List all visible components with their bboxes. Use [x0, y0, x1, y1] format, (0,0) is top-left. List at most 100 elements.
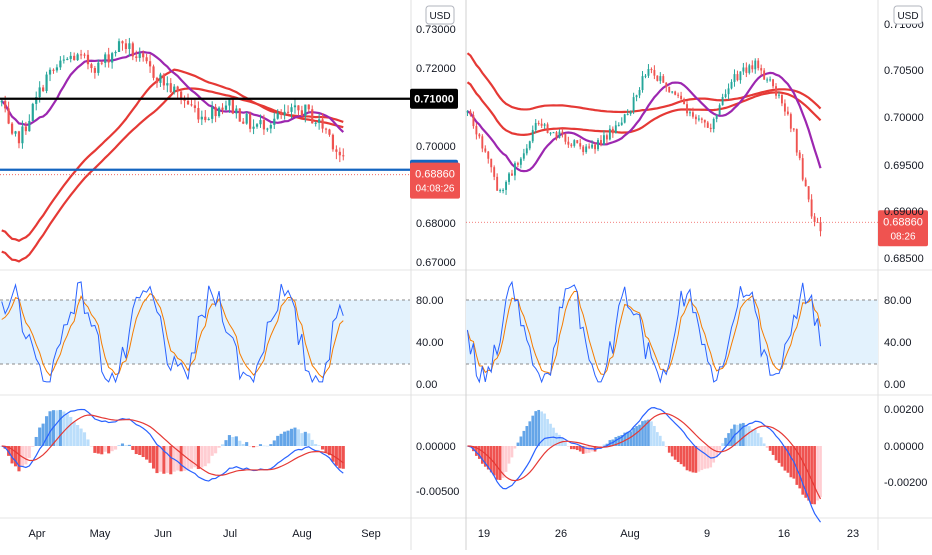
currency-badge[interactable] [893, 5, 923, 25]
macd-histogram-bar [543, 413, 546, 446]
macd-histogram-bar [718, 446, 721, 451]
macd-histogram-bar [76, 425, 80, 446]
candle-body [145, 57, 148, 62]
time-tick-label: 23 [847, 528, 859, 540]
macd-histogram-bar [519, 436, 523, 446]
candle-body [552, 132, 555, 134]
last-price-tag[interactable] [878, 210, 928, 247]
candle-body [694, 116, 697, 120]
candle-body [600, 140, 602, 145]
candle-body [798, 152, 801, 159]
macd-histogram-bar [114, 446, 118, 450]
macd-histogram-bar [605, 443, 609, 446]
candle-body [514, 163, 516, 176]
macd-histogram-bar [537, 409, 541, 446]
candle-body [7, 108, 10, 124]
candle-body [769, 79, 772, 81]
candle-body [0, 100, 3, 103]
candle-body [603, 135, 605, 145]
price-tick-label: 0.73000 [416, 24, 456, 36]
macd-histogram-bar [522, 430, 526, 446]
macd-histogram-bar [134, 446, 138, 455]
macd-histogram-bar [730, 428, 733, 446]
macd-tick-label: -0.00500 [416, 486, 459, 498]
candle-body [79, 54, 83, 56]
candle-body [231, 99, 234, 114]
candle-body [180, 91, 183, 100]
macd-histogram-bar [210, 446, 214, 456]
candle-body [519, 158, 522, 165]
macd-signal-line [1, 414, 344, 476]
candle-body [795, 129, 798, 153]
macd-histogram-bar [620, 435, 624, 446]
macd-histogram-bar [706, 446, 710, 469]
stochastic-k-line [1, 281, 344, 384]
horizontal-level-layer[interactable]: 0.710000.690000.6886004:08:260.6886008:2… [0, 88, 928, 247]
macd-histogram-bar [238, 440, 242, 446]
macd-histogram-bar [262, 445, 266, 447]
macd-histogram-bar [317, 445, 321, 446]
candle-body [686, 104, 688, 114]
candle-body [781, 94, 783, 104]
candle-body [48, 69, 52, 75]
candle-body [605, 135, 608, 140]
candle-body [107, 54, 110, 63]
candle-body [38, 87, 41, 98]
macd-histogram-bar [331, 446, 335, 462]
candle-body [121, 41, 124, 44]
candle-body [570, 144, 573, 146]
last-price-value: 0.68860 [883, 216, 923, 228]
macd-histogram-bar [334, 446, 338, 466]
macd-histogram-bar [189, 446, 194, 469]
macd-histogram-bar [100, 446, 104, 455]
candle-body [148, 61, 152, 67]
macd-histogram-bar [176, 446, 180, 471]
macd-histogram-bar [632, 427, 635, 446]
macd-histogram-bar [564, 442, 567, 446]
candle-body [778, 94, 780, 96]
candle-body [534, 122, 537, 130]
macd-histogram-bar [321, 446, 325, 450]
macd-histogram-bar [141, 446, 145, 458]
macd-histogram-bar [183, 446, 187, 471]
candle-body [66, 58, 69, 60]
macd-histogram-bar [567, 446, 570, 447]
candle-body [665, 82, 668, 87]
macd-histogram-bar [96, 446, 100, 454]
stochastic-tick-label: 40.00 [416, 337, 444, 349]
macd-histogram-bar [276, 435, 280, 446]
stochastic-tick-label: 40.00 [884, 337, 912, 349]
candle-body [197, 108, 200, 120]
macd-histogram-bar [148, 446, 152, 463]
macd-histogram-bar [41, 423, 45, 446]
macd-histogram-bar [220, 444, 225, 446]
macd-histogram-bar [65, 414, 69, 446]
macd-histogram-bar [745, 425, 748, 446]
level-tag-label: 0.71000 [414, 94, 454, 106]
price-tick-label: 0.70500 [884, 65, 924, 77]
last-price-tag[interactable] [410, 162, 460, 199]
macd-histogram-bar [679, 446, 683, 465]
macd-histogram-bar [516, 442, 520, 446]
candle-body [730, 81, 733, 89]
candle-body [567, 141, 570, 145]
macd-histogram-bar [300, 433, 304, 446]
candle-body [262, 120, 266, 130]
candle-body [656, 75, 659, 81]
macd-histogram-bar [303, 431, 307, 446]
stochastic-band-layer [0, 299, 878, 365]
candle-body [90, 64, 93, 69]
macd-histogram-bar [117, 445, 121, 446]
macd-histogram-bar [641, 421, 644, 446]
currency-badge[interactable] [425, 5, 455, 25]
macd-histogram-bar [691, 446, 695, 473]
level-tag-0.71000[interactable] [410, 88, 458, 109]
candle-body [718, 105, 721, 115]
candle-body [558, 131, 561, 138]
candle-body [724, 94, 727, 98]
candle-body [712, 119, 715, 130]
macd-histogram-bar [79, 428, 83, 446]
macd-histogram-bar [789, 446, 793, 478]
candle-body [318, 119, 321, 123]
